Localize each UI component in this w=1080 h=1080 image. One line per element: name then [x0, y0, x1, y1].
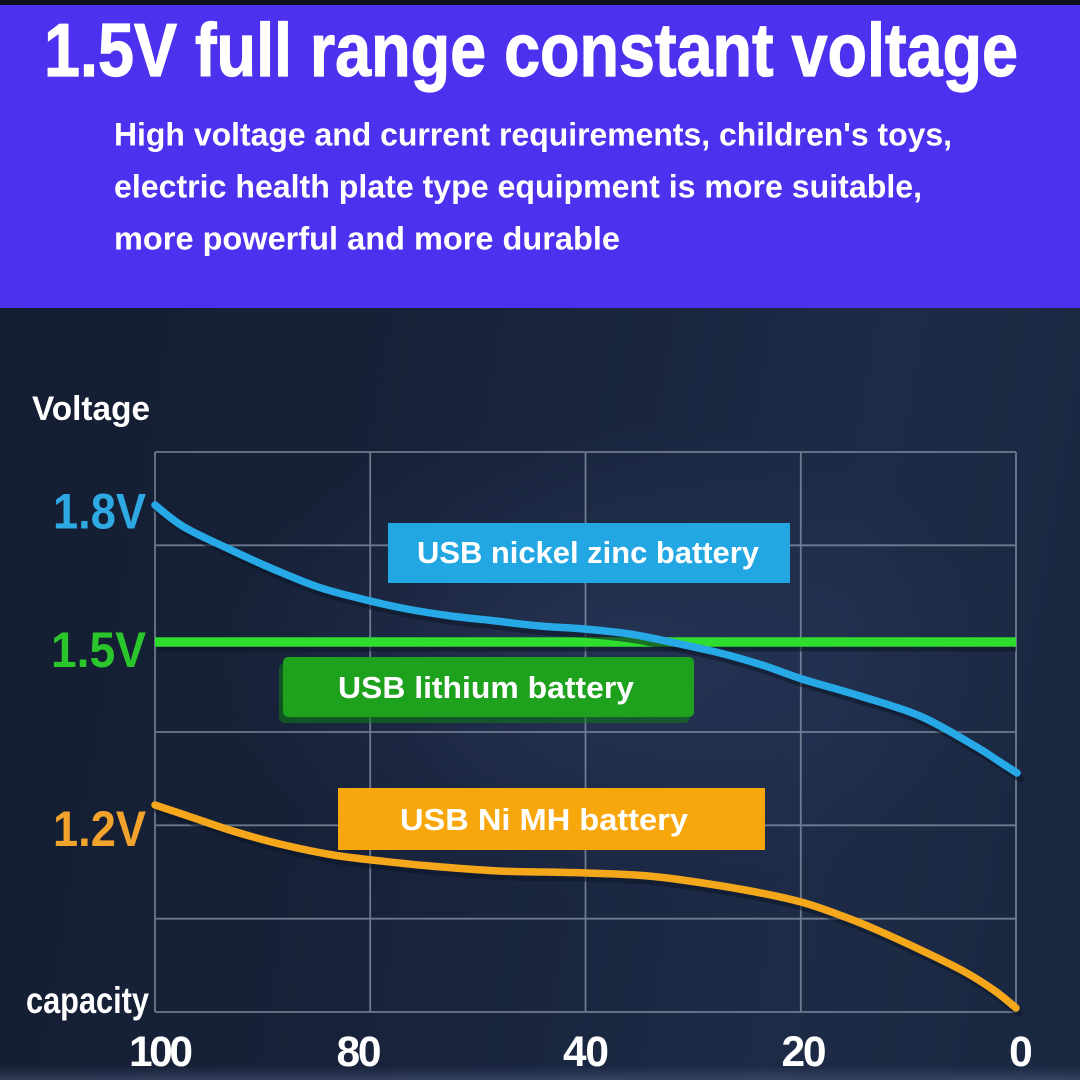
svg-text:electric health plate type equ: electric health plate type equipment is …	[114, 169, 922, 205]
svg-text:1.5V: 1.5V	[51, 622, 147, 678]
svg-text:USB Ni MH battery: USB Ni MH battery	[400, 802, 689, 837]
svg-text:1.5V full range constant volta: 1.5V full range constant voltage	[44, 8, 1018, 92]
svg-text:20: 20	[782, 1029, 827, 1076]
svg-text:1.2V: 1.2V	[53, 801, 147, 857]
svg-text:High voltage and current requi: High voltage and current requirements, c…	[114, 117, 952, 153]
svg-text:40: 40	[563, 1029, 609, 1076]
svg-text:USB nickel zinc battery: USB nickel zinc battery	[417, 535, 760, 570]
svg-text:Voltage: Voltage	[32, 390, 150, 428]
svg-text:capacity: capacity	[26, 980, 149, 1021]
svg-text:USB lithium battery: USB lithium battery	[338, 670, 635, 705]
svg-text:1.8V: 1.8V	[53, 484, 147, 540]
svg-text:80: 80	[337, 1029, 382, 1076]
svg-text:100: 100	[129, 1029, 193, 1076]
svg-text:0: 0	[1009, 1029, 1033, 1076]
svg-text:more powerful and more durable: more powerful and more durable	[114, 221, 620, 257]
